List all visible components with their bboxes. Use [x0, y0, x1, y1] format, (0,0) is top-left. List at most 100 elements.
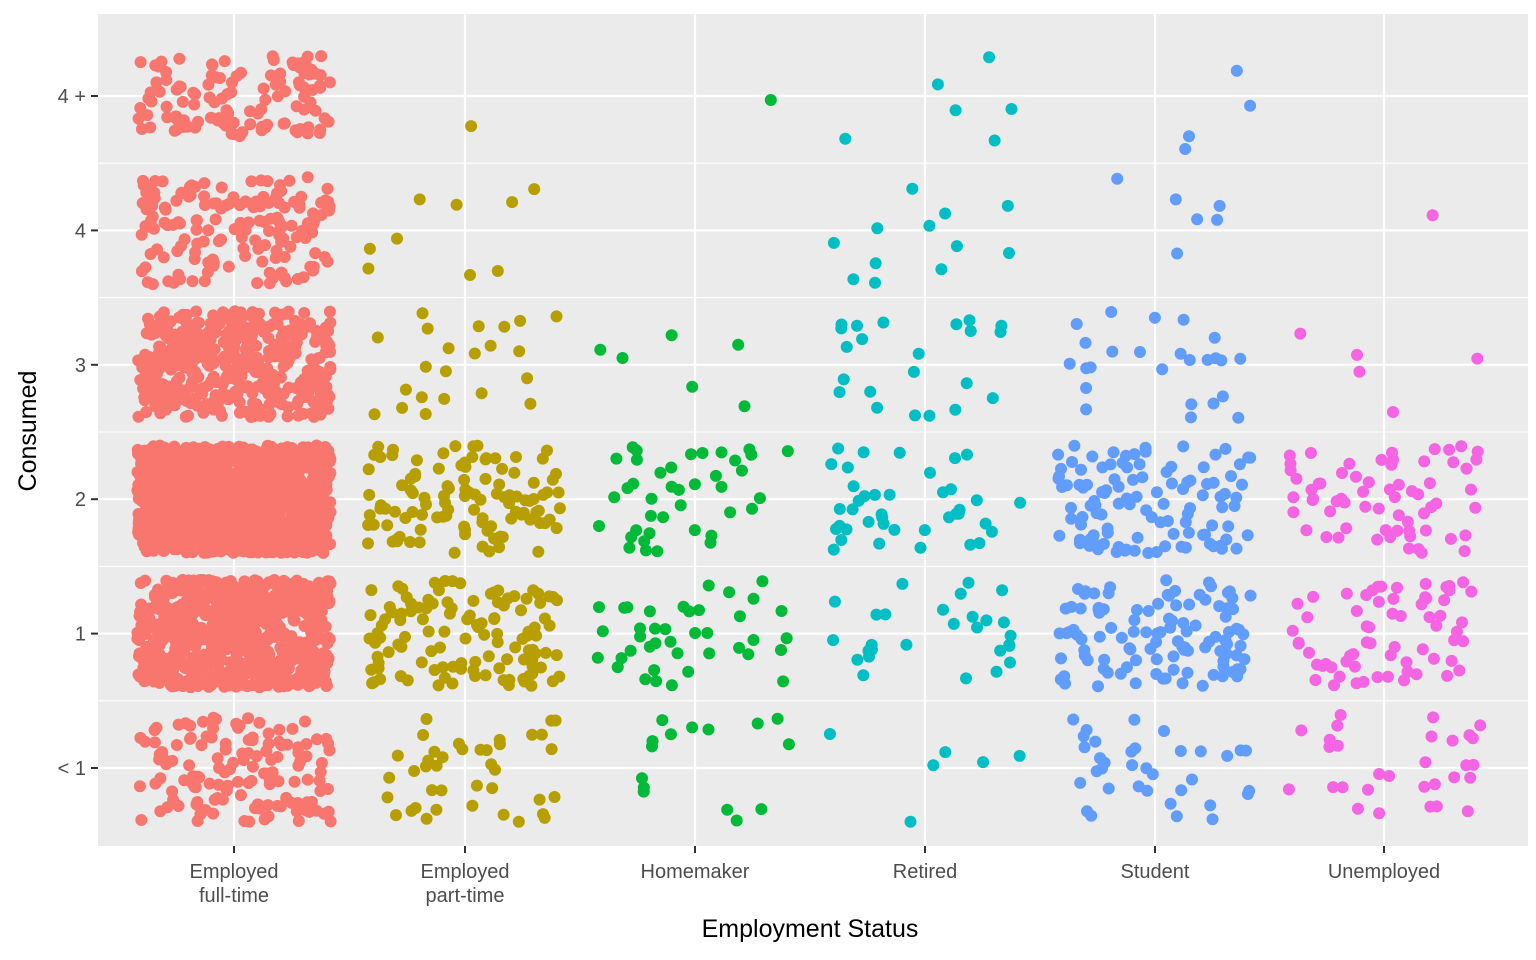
data-point [149, 396, 162, 409]
data-point [185, 670, 198, 683]
data-point [1055, 462, 1067, 475]
data-point [869, 276, 881, 289]
data-point [1108, 473, 1121, 486]
data-point [743, 443, 756, 456]
x-tick-label: Retired [893, 861, 957, 883]
data-point [1134, 346, 1146, 358]
data-point [593, 520, 605, 532]
data-point [521, 372, 534, 385]
data-point [393, 530, 406, 543]
data-point [1336, 467, 1348, 479]
data-point [152, 583, 164, 596]
data-point [1230, 649, 1243, 662]
data-point [238, 468, 250, 481]
data-point [1090, 539, 1103, 552]
data-point [1150, 636, 1163, 648]
data-point [226, 617, 239, 630]
data-point [381, 791, 394, 804]
data-point [442, 482, 455, 495]
data-point [363, 242, 376, 255]
data-point [161, 801, 174, 814]
data-point [1120, 492, 1133, 505]
data-point [430, 759, 443, 772]
data-point [702, 723, 715, 736]
data-point [1216, 390, 1229, 403]
data-point [1104, 581, 1117, 594]
data-point [249, 482, 262, 495]
data-point [665, 461, 678, 474]
data-point [305, 625, 318, 637]
data-point [416, 613, 429, 626]
data-point [221, 632, 233, 645]
data-point [1419, 577, 1432, 590]
data-point [493, 662, 506, 675]
data-point [1430, 497, 1443, 510]
data-point [321, 182, 334, 195]
y-tick-label: 4 [75, 220, 86, 242]
data-point [292, 601, 305, 613]
data-point [134, 577, 147, 589]
data-point [298, 307, 311, 319]
data-point [286, 56, 299, 69]
data-point [1066, 456, 1078, 468]
data-point [1004, 629, 1017, 642]
data-point [696, 447, 709, 459]
data-point [221, 353, 234, 366]
data-point [1003, 639, 1016, 652]
data-point [190, 214, 203, 227]
data-point [300, 750, 313, 763]
data-point [949, 104, 962, 117]
data-point [466, 799, 479, 812]
data-point [309, 648, 322, 661]
data-point [1426, 209, 1439, 222]
data-point [210, 401, 223, 414]
data-point [939, 746, 952, 759]
data-point [445, 602, 458, 615]
data-point [493, 478, 506, 491]
data-point [1055, 652, 1067, 665]
data-point [1111, 172, 1124, 185]
data-point [646, 740, 658, 753]
data-point [480, 452, 493, 465]
data-point [404, 536, 417, 548]
data-point [1183, 598, 1196, 611]
data-point [1384, 649, 1397, 662]
data-point [1128, 713, 1141, 726]
data-point [486, 782, 499, 795]
data-point [1223, 585, 1236, 598]
data-point [1078, 741, 1091, 754]
data-point [509, 641, 522, 654]
data-point [501, 653, 514, 666]
data-point [213, 443, 226, 456]
data-point [1371, 533, 1384, 546]
data-point [175, 187, 188, 200]
data-point [738, 400, 751, 413]
data-point [485, 758, 498, 771]
data-point [437, 510, 450, 523]
data-point [1177, 440, 1190, 453]
data-point [263, 668, 276, 681]
data-point [610, 452, 623, 465]
data-point [497, 808, 510, 821]
data-point [159, 478, 172, 491]
data-point [1136, 471, 1149, 484]
data-point [1164, 621, 1177, 634]
data-point [833, 503, 846, 515]
data-point [674, 499, 687, 512]
data-point [178, 233, 191, 246]
data-point [1132, 780, 1145, 793]
data-point [827, 236, 840, 249]
data-point [918, 524, 931, 537]
data-point [1169, 584, 1182, 597]
series-1 [362, 120, 566, 828]
data-point [205, 375, 218, 388]
data-point [1418, 455, 1431, 468]
data-point [408, 765, 421, 777]
data-point [283, 174, 296, 187]
data-point [178, 530, 190, 543]
data-point [420, 498, 432, 511]
data-point [271, 318, 284, 330]
data-point [1387, 592, 1400, 605]
data-point [638, 535, 651, 548]
data-point [1392, 478, 1405, 491]
